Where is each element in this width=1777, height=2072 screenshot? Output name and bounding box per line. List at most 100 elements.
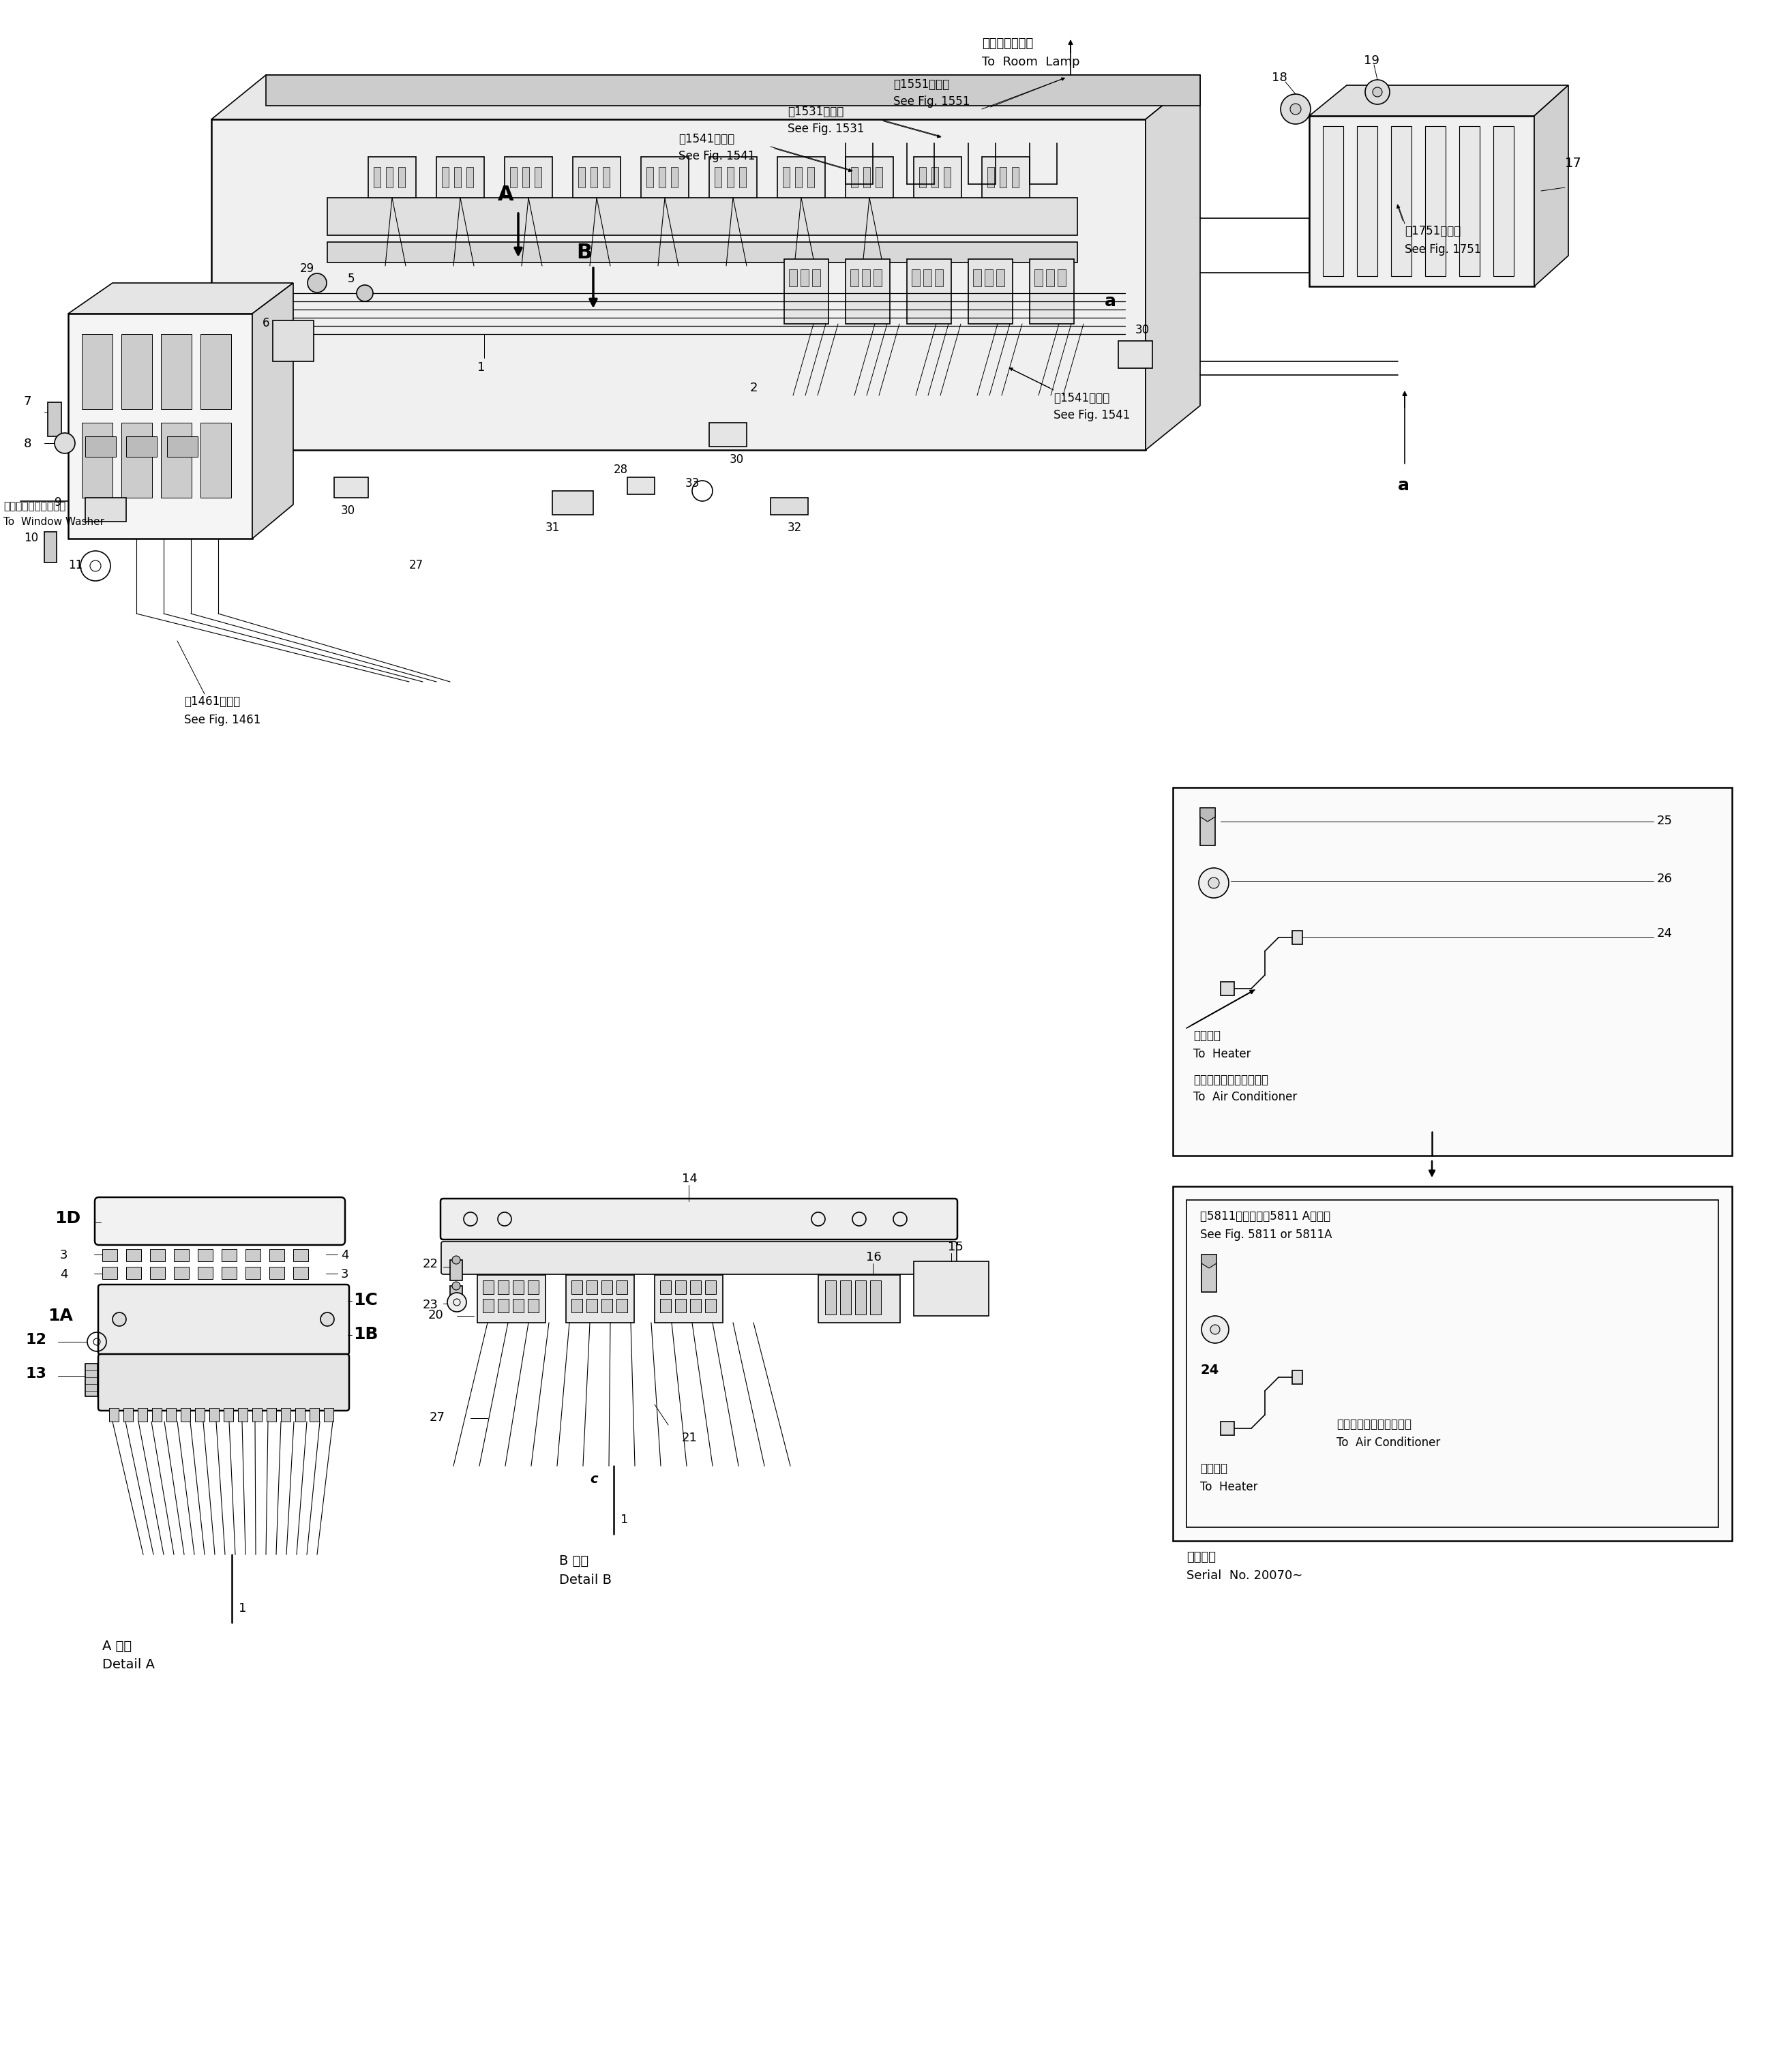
Bar <box>108 1407 119 1421</box>
Bar <box>174 1266 188 1278</box>
Bar <box>139 1407 147 1421</box>
Text: 1: 1 <box>620 1515 629 1525</box>
Bar <box>1201 1254 1217 1293</box>
Bar <box>149 1266 165 1278</box>
Text: A: A <box>498 184 514 205</box>
Bar <box>210 1407 219 1421</box>
Bar <box>498 1299 508 1312</box>
Text: 1B: 1B <box>354 1326 379 1343</box>
Bar <box>876 168 883 186</box>
Bar <box>327 242 1077 263</box>
Text: 15: 15 <box>947 1241 963 1254</box>
Bar <box>1221 982 1235 995</box>
Text: 30: 30 <box>341 506 355 516</box>
Circle shape <box>320 1312 334 1326</box>
Bar <box>1493 126 1514 276</box>
Bar <box>1011 168 1018 186</box>
Text: 1: 1 <box>238 1602 247 1614</box>
Text: 27: 27 <box>409 559 423 572</box>
Bar <box>714 168 721 186</box>
Bar <box>483 1280 494 1295</box>
Text: ㅵ1751図参照: ㅵ1751図参照 <box>1404 226 1461 238</box>
Bar <box>252 1407 261 1421</box>
Text: ㅱ1541図参照: ㅱ1541図参照 <box>1054 392 1109 404</box>
Circle shape <box>55 433 75 454</box>
Text: 1: 1 <box>478 361 485 373</box>
Bar <box>984 269 993 286</box>
Text: To  Heater: To Heater <box>1194 1048 1251 1061</box>
Text: ヒータへ: ヒータへ <box>1199 1463 1228 1475</box>
Text: ヒータへ: ヒータへ <box>1194 1030 1221 1042</box>
Bar <box>689 1280 700 1295</box>
Bar <box>309 1407 320 1421</box>
Bar <box>1047 269 1054 286</box>
Bar <box>906 259 951 323</box>
Text: 6: 6 <box>263 317 270 329</box>
Bar <box>675 1280 686 1295</box>
Bar <box>777 157 825 197</box>
Text: 9: 9 <box>55 497 62 508</box>
Text: See Fig. 1751: See Fig. 1751 <box>1404 242 1482 255</box>
Bar <box>153 1407 162 1421</box>
Text: 1C: 1C <box>354 1293 379 1307</box>
Bar <box>590 168 597 186</box>
Bar <box>572 1280 583 1295</box>
Text: Detail A: Detail A <box>103 1658 155 1672</box>
Text: 19: 19 <box>1363 54 1379 66</box>
Bar <box>565 1274 634 1322</box>
Text: See Fig. 5811 or 5811A: See Fig. 5811 or 5811A <box>1199 1229 1333 1241</box>
Bar <box>817 1274 901 1322</box>
Text: To  Air Conditioner: To Air Conditioner <box>1336 1436 1441 1448</box>
Bar <box>195 1407 204 1421</box>
Bar <box>617 1299 627 1312</box>
Polygon shape <box>1534 85 1569 286</box>
Circle shape <box>1210 1324 1219 1334</box>
Bar <box>1118 342 1153 369</box>
Bar <box>1292 1370 1303 1384</box>
Bar <box>659 1280 672 1295</box>
Circle shape <box>307 274 327 292</box>
Bar <box>705 1280 716 1295</box>
Bar <box>789 269 798 286</box>
Text: To  Window Washer: To Window Washer <box>4 516 105 526</box>
Text: 30: 30 <box>730 454 745 466</box>
Text: See Fig. 1461: See Fig. 1461 <box>185 715 261 725</box>
Text: 12: 12 <box>27 1332 46 1347</box>
Bar <box>586 1299 597 1312</box>
Bar <box>1173 787 1733 1156</box>
Text: 22: 22 <box>423 1258 439 1270</box>
Bar <box>455 168 460 186</box>
Bar <box>812 269 821 286</box>
Bar <box>510 168 517 186</box>
Text: ウインドウォッシャへ: ウインドウォッシャへ <box>4 501 66 512</box>
Bar <box>123 1407 133 1421</box>
Text: 20: 20 <box>428 1310 444 1322</box>
Text: 1A: 1A <box>48 1307 73 1324</box>
Bar <box>784 168 789 186</box>
Bar <box>997 269 1004 286</box>
Bar <box>641 157 689 197</box>
Bar <box>1292 930 1303 945</box>
Circle shape <box>1281 93 1311 124</box>
Text: 32: 32 <box>787 522 801 535</box>
Bar <box>466 168 473 186</box>
Text: a: a <box>1398 477 1409 493</box>
Text: ルームランプへ: ルームランプへ <box>983 37 1032 50</box>
Circle shape <box>1199 868 1228 897</box>
Bar <box>1187 1200 1718 1527</box>
Text: To  Room  Lamp: To Room Lamp <box>983 56 1080 68</box>
Bar <box>1034 269 1043 286</box>
Bar <box>201 334 231 408</box>
Bar <box>771 497 809 514</box>
Bar <box>968 259 1013 323</box>
Bar <box>327 197 1077 236</box>
Text: 2: 2 <box>750 381 759 394</box>
Bar <box>85 437 116 456</box>
Circle shape <box>451 1256 460 1264</box>
Bar <box>578 168 585 186</box>
Bar <box>924 269 931 286</box>
Text: 28: 28 <box>613 464 627 477</box>
Bar <box>851 168 858 186</box>
Bar <box>1459 126 1480 276</box>
Bar <box>528 1299 538 1312</box>
